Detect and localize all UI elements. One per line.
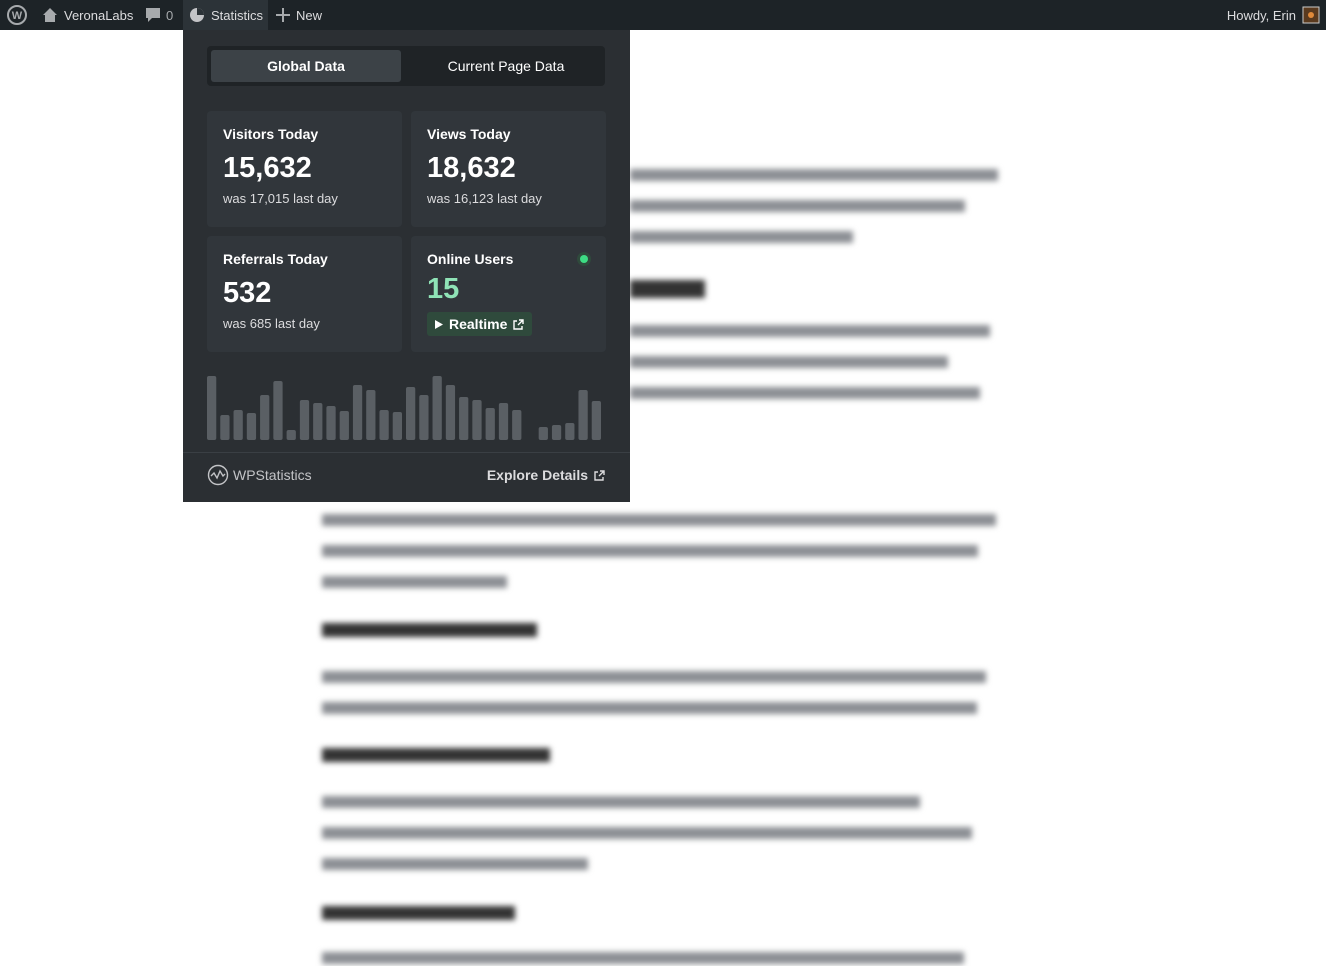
card-label: Visitors Today bbox=[223, 126, 319, 142]
site-name: VeronaLabs bbox=[64, 7, 134, 23]
bar bbox=[445, 385, 456, 440]
card-label: Views Today bbox=[427, 126, 511, 142]
card-label: Referrals Today bbox=[223, 251, 328, 267]
blurred-article bbox=[322, 169, 998, 964]
mini-chart bbox=[207, 376, 601, 440]
bar bbox=[352, 385, 363, 440]
bar bbox=[472, 400, 482, 440]
card-value: 18,632 bbox=[427, 152, 516, 184]
new-link[interactable]: New bbox=[276, 0, 322, 30]
bar bbox=[392, 412, 402, 440]
card-previous: was 685 last day bbox=[223, 316, 320, 331]
bar bbox=[260, 395, 270, 440]
bar bbox=[419, 395, 429, 440]
wp-logo[interactable]: W bbox=[6, 0, 28, 30]
site-link[interactable]: VeronaLabs bbox=[42, 0, 133, 30]
account-menu[interactable]: Howdy, Erin bbox=[1227, 0, 1320, 30]
stat-card: Referrals Today 532 was 685 last day bbox=[207, 236, 402, 352]
comments-link[interactable]: 0 bbox=[146, 0, 173, 30]
realtime-button[interactable]: Realtime bbox=[427, 312, 533, 336]
tab-global[interactable]: Global Data bbox=[211, 50, 401, 82]
new-label: New bbox=[296, 7, 323, 23]
card-label: Online Users bbox=[427, 251, 514, 267]
bar bbox=[326, 406, 336, 440]
bar bbox=[565, 423, 575, 440]
card-previous: was 17,015 last day bbox=[223, 191, 338, 206]
panel-footer: WPStatistics Explore Details bbox=[207, 464, 605, 486]
bar bbox=[538, 427, 548, 440]
bar bbox=[207, 376, 217, 440]
button-label: Realtime bbox=[449, 316, 508, 332]
bar bbox=[485, 408, 495, 440]
greeting: Howdy, Erin bbox=[1226, 7, 1296, 23]
bar bbox=[432, 376, 442, 440]
card-value: 15,632 bbox=[223, 152, 312, 184]
comment-count: 0 bbox=[166, 7, 174, 23]
bar bbox=[591, 401, 601, 440]
bar bbox=[366, 390, 376, 440]
stat-card: Visitors Today 15,632 was 17,015 last da… bbox=[207, 111, 402, 227]
bar bbox=[233, 410, 243, 440]
bar bbox=[459, 397, 469, 440]
online-dot bbox=[580, 255, 588, 263]
bar bbox=[379, 410, 389, 440]
tab-current-page[interactable]: Current Page Data bbox=[447, 58, 565, 74]
card-value: 15 bbox=[427, 273, 460, 305]
divider bbox=[183, 452, 630, 453]
stat-card: Views Today 18,632 was 16,123 last day bbox=[411, 111, 606, 227]
card-value: 532 bbox=[223, 277, 272, 309]
explore-link[interactable]: Explore Details bbox=[487, 467, 605, 483]
link-label: Explore Details bbox=[486, 467, 588, 483]
statistics-label: Statistics bbox=[211, 7, 264, 23]
bar bbox=[313, 403, 323, 440]
brand: WPStatistics bbox=[207, 464, 312, 486]
card-previous: was 16,123 last day bbox=[427, 191, 542, 206]
bar bbox=[220, 415, 230, 440]
statistics-menu[interactable]: Statistics bbox=[183, 0, 268, 30]
statistics-panel: Global Data Current Page Data Visitors T… bbox=[183, 30, 630, 502]
bar bbox=[498, 403, 509, 440]
bar bbox=[578, 390, 588, 440]
online-card: Online Users 15 Realtime bbox=[411, 236, 606, 352]
bar bbox=[551, 425, 562, 440]
svg-text:W: W bbox=[12, 10, 23, 22]
tab-bar: Global Data Current Page Data bbox=[207, 46, 605, 86]
bar bbox=[406, 387, 416, 440]
bar bbox=[246, 413, 257, 440]
bar bbox=[273, 381, 283, 440]
bar bbox=[286, 430, 296, 440]
brand-name: WPStatistics bbox=[233, 467, 312, 483]
bar bbox=[339, 411, 349, 440]
bar bbox=[512, 410, 522, 440]
bar bbox=[299, 400, 310, 440]
admin-bar: W VeronaLabs 0 Statistics New Howdy, Eri… bbox=[0, 0, 1326, 30]
